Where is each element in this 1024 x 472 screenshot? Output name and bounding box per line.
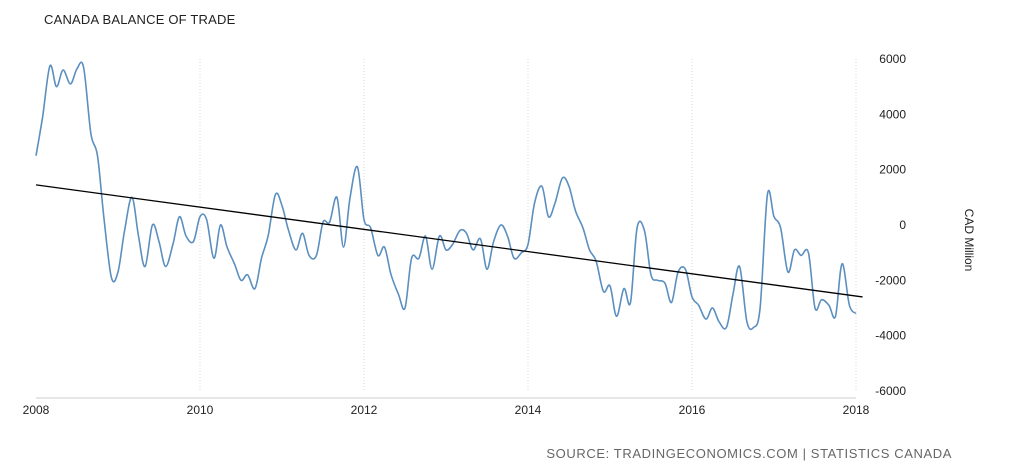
y-tick-label: 4000 (879, 107, 906, 121)
y-tick-label: -4000 (875, 329, 906, 343)
trend-line (35, 184, 863, 298)
grid (199, 59, 857, 391)
x-tick-label: 2018 (843, 403, 870, 417)
series-line (35, 61, 857, 331)
x-tick-label: 2014 (515, 403, 542, 417)
x-tick-label: 2008 (23, 403, 50, 417)
series (35, 61, 857, 331)
x-tick-label: 2016 (679, 403, 706, 417)
y-tick-labels: 6000 4000 2000 0 -2000 -4000 -6000 (875, 52, 906, 398)
y-tick-label: -6000 (875, 384, 906, 398)
source-credit: SOURCE: TRADINGECONOMICS.COM | STATISTIC… (546, 446, 952, 461)
y-tick-label: 2000 (879, 163, 906, 177)
y-tick-label: 6000 (879, 52, 906, 66)
x-tick-label: 2010 (187, 403, 214, 417)
y-axis-label: CAD Million (962, 209, 976, 272)
chart-title: CANADA BALANCE OF TRADE (44, 12, 236, 27)
x-tick-label: 2012 (351, 403, 378, 417)
y-tick-label: 0 (899, 218, 906, 232)
trendline (35, 184, 863, 298)
x-tick-labels: 2008 2010 2012 2014 2016 2018 (23, 403, 870, 417)
y-tick-label: -2000 (875, 273, 906, 287)
